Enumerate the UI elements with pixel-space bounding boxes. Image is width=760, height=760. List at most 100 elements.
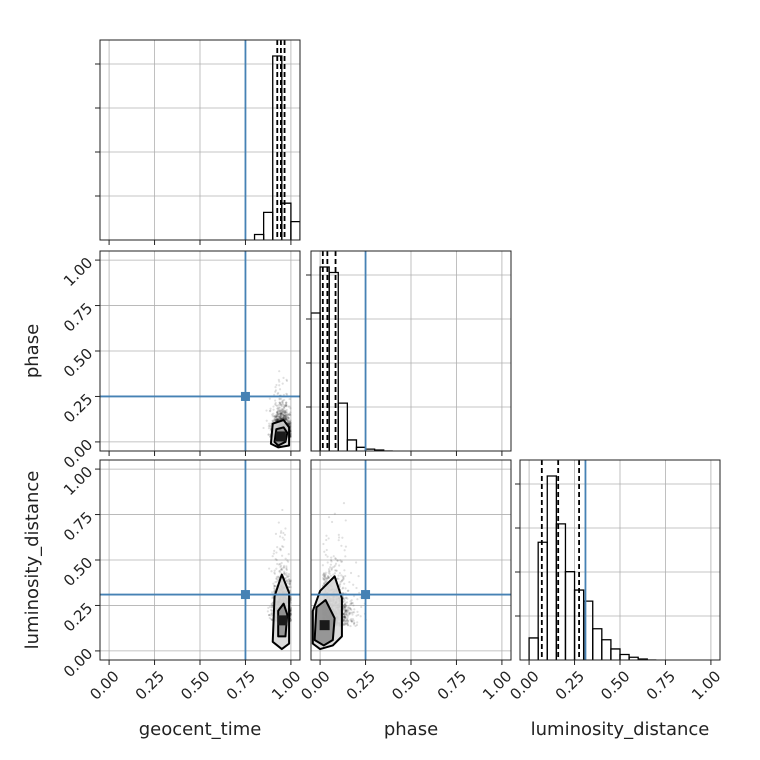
hist-bar xyxy=(253,233,265,240)
histogram-panel-luminosity_distance xyxy=(515,459,721,661)
sample-point xyxy=(351,613,354,616)
sample-point xyxy=(273,589,276,593)
sample-point xyxy=(275,411,278,414)
sample-point xyxy=(344,611,347,614)
sample-point xyxy=(289,432,292,436)
hist-bar xyxy=(337,402,349,451)
sample-point xyxy=(276,410,279,414)
sample-point xyxy=(289,618,292,621)
sample-point xyxy=(343,599,346,602)
sample-point xyxy=(285,415,288,418)
sample-point xyxy=(280,403,283,406)
sample-point xyxy=(344,555,347,558)
y-tick-label: 1.00 xyxy=(60,463,96,499)
sample-point xyxy=(275,567,278,570)
sample-point xyxy=(328,570,331,573)
sample-point xyxy=(271,595,274,598)
hist-bar xyxy=(290,220,300,240)
sample-point xyxy=(285,568,288,572)
sample-point xyxy=(289,407,292,410)
sample-point xyxy=(289,609,292,612)
sample-point xyxy=(279,417,282,420)
sample-point xyxy=(279,413,282,416)
sample-point xyxy=(277,412,280,415)
sample-point xyxy=(289,596,293,600)
y-axis-label: phase xyxy=(22,324,43,378)
sample-point xyxy=(326,555,329,558)
sample-point xyxy=(276,412,279,416)
sample-point xyxy=(275,383,278,387)
sample-point xyxy=(324,579,327,582)
sample-point xyxy=(280,567,284,570)
sample-point xyxy=(287,421,290,424)
sample-point xyxy=(352,619,355,622)
sample-point xyxy=(285,405,288,408)
sample-point xyxy=(280,410,283,413)
sample-point xyxy=(348,606,352,610)
sample-point xyxy=(349,607,352,610)
sample-point xyxy=(275,414,278,418)
sample-point xyxy=(271,596,274,600)
sample-point xyxy=(332,555,335,558)
hist-bar xyxy=(619,653,630,660)
sample-point xyxy=(285,416,288,419)
sample-point xyxy=(289,434,292,437)
sample-point xyxy=(285,404,288,407)
sample-point xyxy=(286,578,289,581)
sample-point xyxy=(267,606,270,609)
sample-point xyxy=(334,557,337,560)
sample-point xyxy=(281,417,284,420)
x-tick-label: 0.25 xyxy=(552,667,588,703)
sample-point xyxy=(273,587,277,591)
sample-point xyxy=(288,413,291,416)
sample-point xyxy=(331,566,334,569)
sample-point xyxy=(328,576,331,579)
sample-point xyxy=(358,591,361,594)
sample-point xyxy=(338,572,342,575)
sample-point xyxy=(277,418,280,421)
sample-point xyxy=(288,423,291,426)
sample-point xyxy=(270,591,274,594)
sample-point xyxy=(285,413,288,416)
sample-point xyxy=(338,564,341,567)
sample-point xyxy=(276,562,279,566)
sample-point xyxy=(326,580,329,583)
sample-point xyxy=(287,405,290,408)
sample-point xyxy=(288,586,291,589)
sample-point xyxy=(325,576,328,580)
sample-point xyxy=(280,568,283,571)
sample-point xyxy=(282,416,285,419)
sample-point xyxy=(288,582,291,585)
x-tick-label: 1.00 xyxy=(688,667,724,703)
sample-point xyxy=(353,621,356,625)
sample-point xyxy=(342,615,345,618)
sample-point xyxy=(351,618,355,621)
sample-point xyxy=(329,574,332,577)
sample-point xyxy=(283,407,286,410)
sample-point xyxy=(289,613,292,616)
sample-point xyxy=(289,611,292,614)
sample-point xyxy=(335,569,338,572)
sample-point xyxy=(323,572,326,575)
y-tick-label: 0.50 xyxy=(60,345,96,381)
sample-point xyxy=(342,616,346,619)
sample-point xyxy=(267,613,271,617)
sample-point xyxy=(283,414,286,417)
sample-point xyxy=(285,379,289,382)
sample-point xyxy=(279,571,282,574)
sample-point xyxy=(344,619,347,623)
sample-point xyxy=(343,613,346,616)
sample-point xyxy=(285,411,289,414)
x-tick-label: 0.75 xyxy=(434,667,470,703)
sample-point xyxy=(273,416,276,419)
sample-point xyxy=(357,575,360,578)
sample-point xyxy=(324,576,327,579)
sample-point xyxy=(289,430,292,433)
sample-point xyxy=(284,417,288,421)
sample-point xyxy=(268,616,271,620)
sample-point xyxy=(276,407,279,410)
sample-point xyxy=(268,397,271,400)
sample-point xyxy=(281,403,284,406)
sample-point xyxy=(287,414,290,417)
sample-point xyxy=(285,405,288,408)
